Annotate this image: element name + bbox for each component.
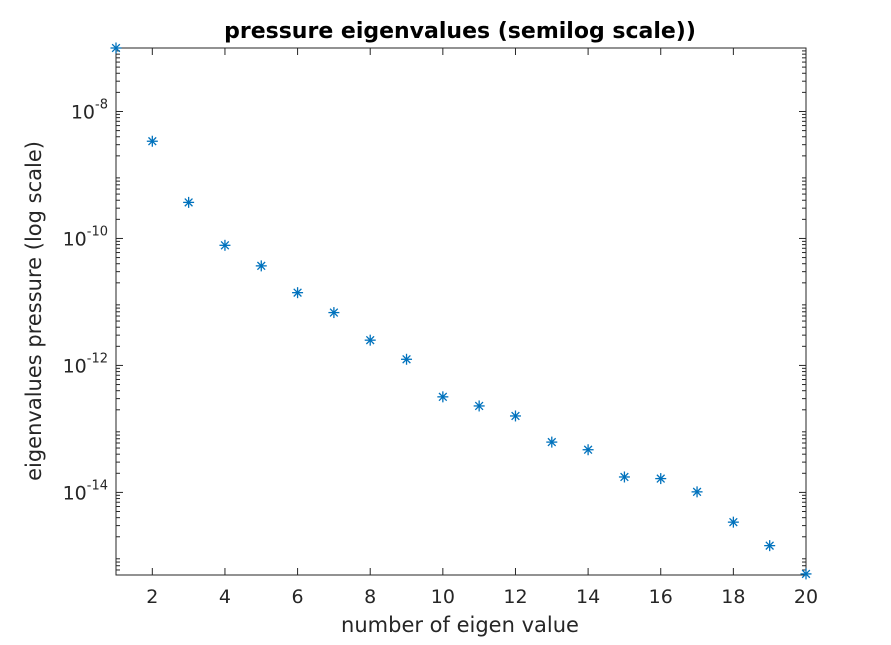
data-point [219, 239, 231, 251]
y-tick-label-exponent: -8 [95, 97, 108, 112]
data-point [328, 307, 340, 319]
data-point [655, 473, 667, 485]
data-point [509, 410, 521, 422]
data-point [582, 444, 594, 456]
data-point [255, 260, 267, 272]
y-tick-label: 10-10 [63, 224, 108, 250]
data-point [618, 471, 630, 483]
data-point [691, 486, 703, 498]
y-tick-label-exponent: -12 [87, 351, 108, 366]
data-point [292, 287, 304, 299]
data-point [800, 568, 812, 580]
x-tick-label: 8 [364, 586, 376, 608]
chart-title: pressure eigenvalues (semilog scale)) [224, 19, 696, 44]
x-tick-label: 2 [146, 586, 158, 608]
x-tick-label: 18 [721, 586, 745, 608]
data-point [764, 540, 776, 552]
y-tick-label-base: 10 [63, 228, 87, 250]
x-tick-label: 12 [503, 586, 527, 608]
data-point [546, 436, 558, 448]
y-tick-label: 10-14 [63, 478, 108, 504]
y-tick-label-exponent: -10 [87, 224, 108, 239]
data-point [473, 400, 485, 412]
data-point [110, 42, 122, 54]
x-axis-label: number of eigen value [341, 613, 579, 637]
data-point [146, 135, 158, 147]
x-tick-label: 16 [649, 586, 673, 608]
data-point [364, 334, 376, 346]
y-axis-label: eigenvalues pressure (log scale) [22, 141, 46, 481]
x-tick-label: 6 [292, 586, 304, 608]
y-tick-label-base: 10 [63, 482, 87, 504]
x-tick-label: 10 [431, 586, 455, 608]
y-tick-label-base: 10 [63, 355, 87, 377]
y-tick-label: 10-12 [63, 351, 108, 377]
y-tick-label-base: 10 [71, 101, 95, 123]
x-tick-label: 14 [576, 586, 600, 608]
x-tick-label: 4 [219, 586, 231, 608]
y-tick-label: 10-8 [71, 97, 108, 123]
data-point [727, 516, 739, 528]
data-point [183, 196, 195, 208]
y-tick-label-exponent: -14 [87, 478, 108, 493]
x-tick-label: 20 [794, 586, 818, 608]
data-point [401, 353, 413, 365]
data-point [437, 391, 449, 403]
